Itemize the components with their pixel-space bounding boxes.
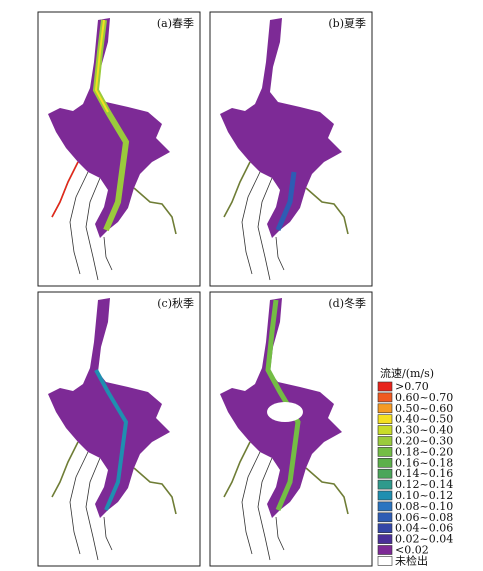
not-detected-area [267,402,303,422]
legend-swatch [377,501,393,512]
legend-swatch [377,392,393,403]
legend-label: 0.18~0.20 [395,445,453,458]
legend-label: 0.30~0.40 [395,424,453,437]
flow-channel [94,369,129,511]
legend-swatch [377,414,393,425]
legend-swatch [377,479,393,490]
legend-label: 0.12~0.14 [395,478,453,491]
legend-swatch [377,468,393,479]
legend-swatch [377,425,393,435]
legend-swatch [377,403,393,414]
legend-label: 0.10~0.12 [395,489,453,502]
legend-swatch [377,436,393,446]
legend-swatch [377,490,393,501]
legend: 流速/(m/s) >0.700.60~0.700.50~0.600.40~0.5… [377,366,453,567]
legend-swatch [377,512,393,523]
panel-label: (a)春季 [157,17,194,30]
legend-label: 0.08~0.10 [395,500,453,513]
legend-label: 0.04~0.06 [395,522,453,535]
legend-swatch [377,381,393,392]
legend-label: 未检出 [395,553,428,567]
legend-swatch [377,545,393,555]
panel-c: (c)秋季 [37,291,201,567]
legend-label: <0.02 [395,544,429,557]
panel-a: (a)春季 [37,11,201,287]
legend-swatch [377,534,393,544]
panel-label: (b)夏季 [328,17,366,30]
legend-label: 0.20~0.30 [395,435,453,448]
panel-d: (d)冬季 [209,291,373,567]
legend-label: 0.60~0.70 [395,391,453,404]
legend-label: 0.16~0.18 [395,456,453,469]
legend-label: 0.50~0.60 [395,402,453,415]
legend-label: 0.02~0.04 [395,533,453,546]
legend-swatch [377,556,393,566]
legend-label: 0.06~0.08 [395,511,453,524]
flow-channel [275,171,297,231]
legend-title: 流速/(m/s) [380,366,434,380]
flow-channel [51,161,79,218]
panel-label: (d)冬季 [328,296,366,310]
flow-channel [94,19,109,113]
legend-swatch [377,447,393,457]
legend-label: >0.70 [395,380,429,393]
panel-b: (b)夏季 [209,11,373,287]
legend-swatch [377,457,393,468]
legend-swatch [377,523,393,534]
legend-label: 0.14~0.16 [395,467,453,480]
legend-label: 0.40~0.50 [395,413,453,426]
panel-label: (c)秋季 [157,296,194,310]
